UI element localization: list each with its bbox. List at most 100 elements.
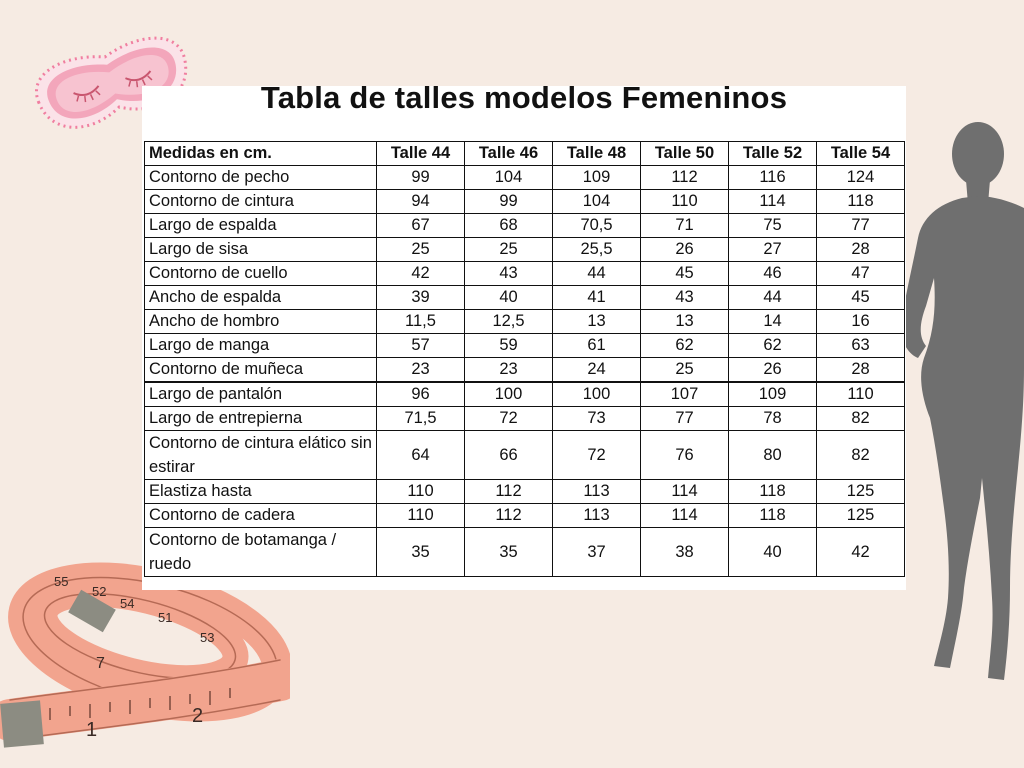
table-cell: 70,5: [552, 213, 641, 238]
header-size-52: Talle 52: [728, 141, 817, 166]
header-size-50: Talle 50: [640, 141, 729, 166]
measure-label: Contorno de cintura: [144, 189, 377, 214]
table-cell: 78: [728, 406, 817, 431]
measure-label: Contorno de cadera: [144, 503, 377, 528]
table-cell: 35: [464, 527, 553, 577]
measure-label: Contorno de muñeca: [144, 357, 377, 383]
table-cell: 71,5: [376, 406, 465, 431]
tape-mark-7: 7: [96, 655, 105, 672]
table-cell: 107: [640, 381, 729, 407]
table-cell: 109: [552, 165, 641, 190]
table-cell: 28: [816, 237, 905, 262]
table-cell: 23: [464, 357, 553, 383]
table-cell: 113: [552, 479, 641, 504]
table-cell: 42: [816, 527, 905, 577]
table-cell: 25: [376, 237, 465, 262]
measure-label: Largo de manga: [144, 333, 377, 358]
table-cell: 25: [640, 357, 729, 383]
measure-label: Largo de pantalón: [144, 381, 377, 407]
table-cell: 77: [816, 213, 905, 238]
table-cell: 40: [464, 285, 553, 310]
table-cell: 44: [552, 261, 641, 286]
table-cell: 76: [640, 430, 729, 480]
table-cell: 25: [464, 237, 553, 262]
size-table: Medidas en cm. Talle 44 Talle 46 Talle 4…: [144, 141, 905, 577]
tape-measure-icon: 1 2 7 55 52 54 51 53: [0, 562, 290, 748]
table-cell: 35: [376, 527, 465, 577]
table-cell: 25,5: [552, 237, 641, 262]
table-cell: 100: [464, 381, 553, 407]
table-row: Largo de manga 57 59 61 62 62 63: [144, 333, 905, 358]
tape-mark-51: 51: [158, 610, 172, 625]
tape-mark-52: 52: [92, 584, 106, 599]
table-cell: 72: [464, 406, 553, 431]
table-cell: 38: [640, 527, 729, 577]
table-cell: 67: [376, 213, 465, 238]
table-cell: 43: [640, 285, 729, 310]
table-cell: 104: [464, 165, 553, 190]
table-row: Ancho de hombro 11,5 12,5 13 13 14 16: [144, 309, 905, 334]
table-row: Contorno de cintura elático sin estirar …: [144, 430, 905, 480]
table-row: Largo de sisa 25 25 25,5 26 27 28: [144, 237, 905, 262]
table-cell: 125: [816, 503, 905, 528]
page-title: Tabla de talles modelos Femeninos: [260, 80, 788, 115]
table-row: Largo de espalda 67 68 70,5 71 75 77: [144, 213, 905, 238]
table-row: Largo de entrepierna 71,5 72 73 77 78 82: [144, 406, 905, 431]
header-size-54: Talle 54: [816, 141, 905, 166]
table-cell: 125: [816, 479, 905, 504]
table-row: Contorno de cadera 110 112 113 114 118 1…: [144, 503, 905, 528]
measure-label: Largo de entrepierna: [144, 406, 377, 431]
table-cell: 71: [640, 213, 729, 238]
measure-label: Ancho de hombro: [144, 309, 377, 334]
table-cell: 110: [640, 189, 729, 214]
table-row: Contorno de cuello 42 43 44 45 46 47: [144, 261, 905, 286]
measure-label: Contorno de cintura elático sin estirar: [144, 430, 377, 480]
tape-mark-1: 1: [86, 719, 97, 741]
table-cell: 112: [464, 503, 553, 528]
table-cell: 110: [376, 503, 465, 528]
table-cell: 82: [816, 430, 905, 480]
table-cell: 109: [728, 381, 817, 407]
table-cell: 104: [552, 189, 641, 214]
table-row: Elastiza hasta 110 112 113 114 118 125: [144, 479, 905, 504]
table-cell: 44: [728, 285, 817, 310]
table-cell: 75: [728, 213, 817, 238]
table-cell: 46: [728, 261, 817, 286]
measure-label: Contorno de botamanga / ruedo: [144, 527, 377, 577]
measure-label: Largo de espalda: [144, 213, 377, 238]
table-cell: 14: [728, 309, 817, 334]
table-cell: 40: [728, 527, 817, 577]
header-size-48: Talle 48: [552, 141, 641, 166]
header-size-44: Talle 44: [376, 141, 465, 166]
table-cell: 99: [464, 189, 553, 214]
table-cell: 23: [376, 357, 465, 383]
table-cell: 62: [640, 333, 729, 358]
woman-silhouette-icon: [901, 122, 1024, 680]
table-cell: 12,5: [464, 309, 553, 334]
table-cell: 42: [376, 261, 465, 286]
table-cell: 13: [640, 309, 729, 334]
table-cell: 114: [640, 479, 729, 504]
table-cell: 112: [464, 479, 553, 504]
table-cell: 73: [552, 406, 641, 431]
table-cell: 43: [464, 261, 553, 286]
tape-mark-2: 2: [192, 705, 203, 727]
measure-label: Elastiza hasta: [144, 479, 377, 504]
table-cell: 110: [376, 479, 465, 504]
table-cell: 96: [376, 381, 465, 407]
table-cell: 63: [816, 333, 905, 358]
table-cell: 94: [376, 189, 465, 214]
table-cell: 68: [464, 213, 553, 238]
table-cell: 47: [816, 261, 905, 286]
table-cell: 116: [728, 165, 817, 190]
table-cell: 66: [464, 430, 553, 480]
table-cell: 114: [728, 189, 817, 214]
table-cell: 112: [640, 165, 729, 190]
table-cell: 59: [464, 333, 553, 358]
table-row: Contorno de cintura 94 99 104 110 114 11…: [144, 189, 905, 214]
table-cell: 27: [728, 237, 817, 262]
table-cell: 110: [816, 381, 905, 407]
table-cell: 124: [816, 165, 905, 190]
table-cell: 113: [552, 503, 641, 528]
table-cell: 64: [376, 430, 465, 480]
